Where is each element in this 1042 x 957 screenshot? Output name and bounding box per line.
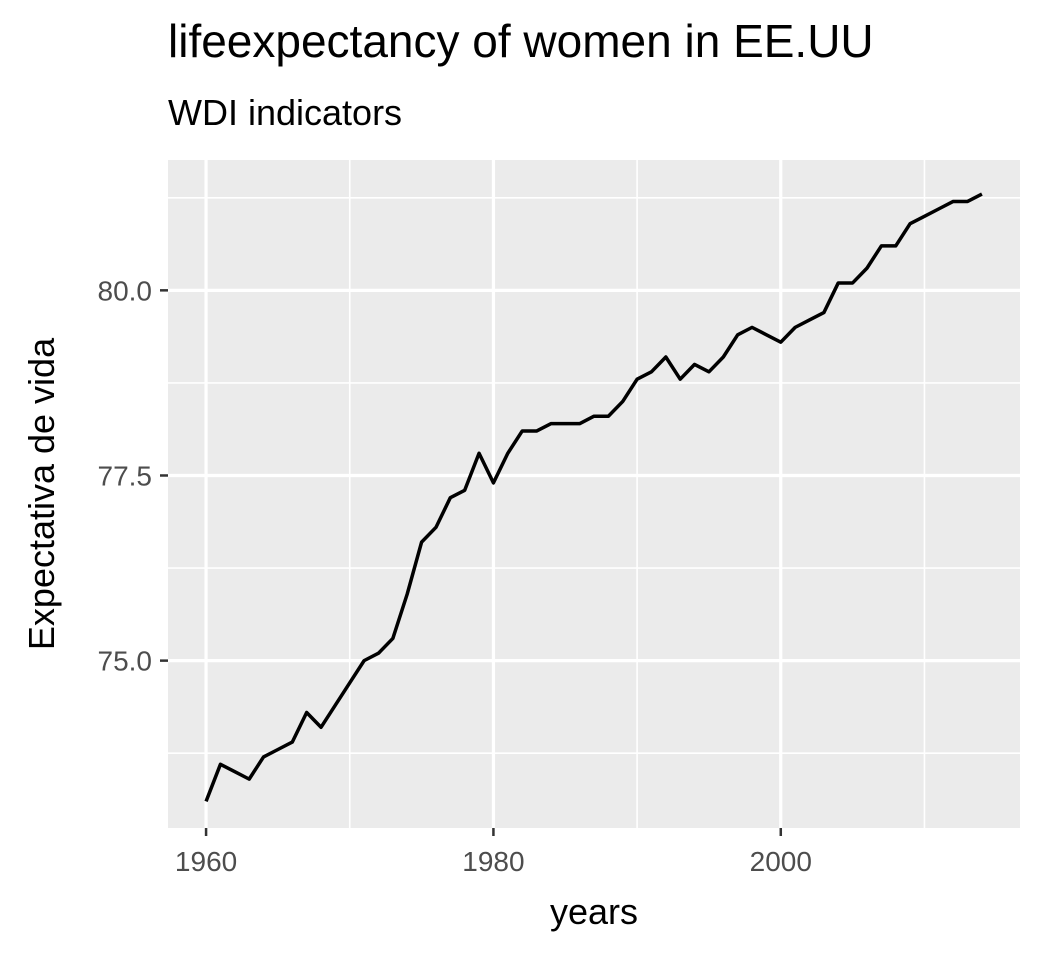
minor-gridlines	[168, 160, 1020, 828]
x-axis-title: years	[550, 891, 638, 932]
data-line	[204, 192, 983, 802]
x-tick-label: 1960	[175, 846, 237, 877]
major-gridlines	[168, 160, 1020, 828]
chart-title: lifeexpectancy of women in EE.UU	[168, 15, 874, 67]
y-tick-label: 77.5	[98, 460, 153, 491]
y-axis-ticks: 75.0 77.5 80.0	[98, 275, 168, 677]
x-axis-ticks: 1960 1980 2000	[175, 828, 812, 877]
y-tick-label: 80.0	[98, 275, 153, 306]
y-tick-label: 75.0	[98, 646, 153, 677]
y-axis-title: Expectativa de vida	[21, 337, 62, 650]
x-tick-label: 2000	[750, 846, 812, 877]
plot-panel	[168, 160, 1020, 828]
x-tick-label: 1980	[462, 846, 524, 877]
chart-subtitle: WDI indicators	[168, 92, 403, 133]
